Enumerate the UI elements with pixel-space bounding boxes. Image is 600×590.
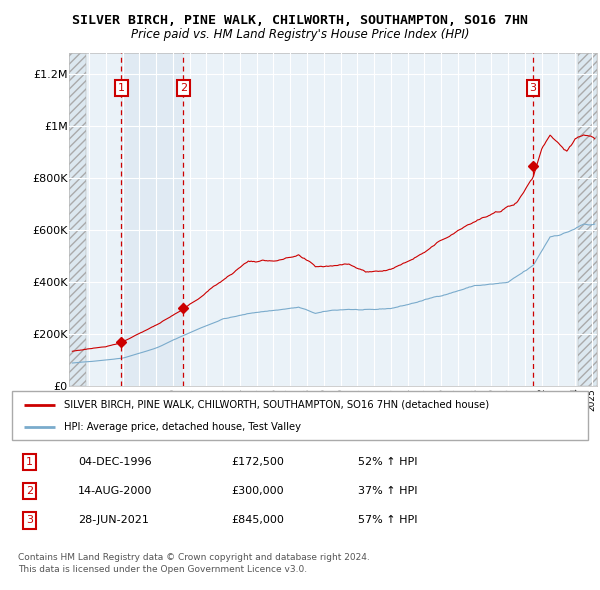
Text: 37% ↑ HPI: 37% ↑ HPI	[358, 486, 417, 496]
Text: 3: 3	[530, 83, 536, 93]
Text: 28-JUN-2021: 28-JUN-2021	[78, 516, 149, 526]
Text: 14-AUG-2000: 14-AUG-2000	[78, 486, 152, 496]
Text: 2: 2	[26, 486, 33, 496]
Text: £300,000: £300,000	[231, 486, 284, 496]
Text: 52% ↑ HPI: 52% ↑ HPI	[358, 457, 417, 467]
Bar	[121, 53, 184, 386]
Text: 1: 1	[26, 457, 33, 467]
Text: 1: 1	[118, 83, 125, 93]
FancyBboxPatch shape	[12, 391, 588, 440]
Text: HPI: Average price, detached house, Test Valley: HPI: Average price, detached house, Test…	[64, 422, 301, 432]
Text: SILVER BIRCH, PINE WALK, CHILWORTH, SOUTHAMPTON, SO16 7HN: SILVER BIRCH, PINE WALK, CHILWORTH, SOUT…	[72, 14, 528, 27]
Text: SILVER BIRCH, PINE WALK, CHILWORTH, SOUTHAMPTON, SO16 7HN (detached house): SILVER BIRCH, PINE WALK, CHILWORTH, SOUT…	[64, 399, 489, 409]
Text: Contains HM Land Registry data © Crown copyright and database right 2024.: Contains HM Land Registry data © Crown c…	[18, 553, 370, 562]
Text: 04-DEC-1996: 04-DEC-1996	[78, 457, 152, 467]
Text: £845,000: £845,000	[231, 516, 284, 526]
Text: 3: 3	[26, 516, 33, 526]
Text: Price paid vs. HM Land Registry's House Price Index (HPI): Price paid vs. HM Land Registry's House …	[131, 28, 469, 41]
Text: 2: 2	[180, 83, 187, 93]
Text: This data is licensed under the Open Government Licence v3.0.: This data is licensed under the Open Gov…	[18, 565, 307, 574]
Text: £172,500: £172,500	[231, 457, 284, 467]
Bar	[69, 53, 86, 386]
Text: 57% ↑ HPI: 57% ↑ HPI	[358, 516, 417, 526]
Bar	[578, 53, 597, 386]
